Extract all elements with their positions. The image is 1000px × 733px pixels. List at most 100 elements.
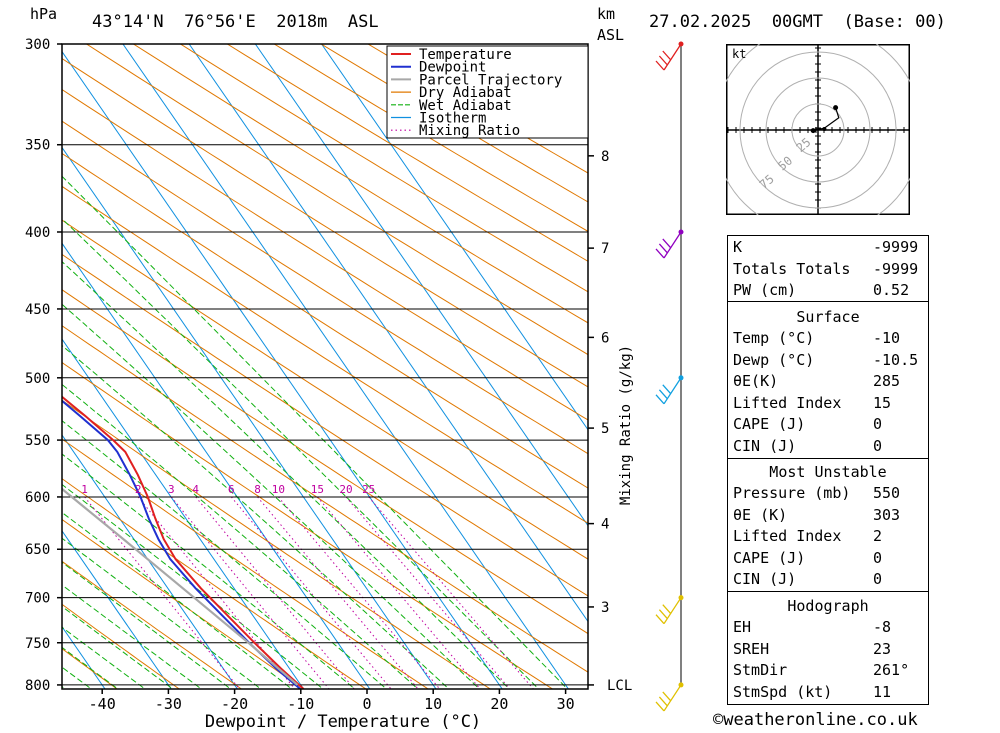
index-label: StmDir: [733, 661, 788, 680]
pressure-label: 400: [25, 225, 50, 241]
isotherm: [62, 625, 106, 689]
legend-entry: Temperature: [419, 47, 512, 63]
wet-adiabat: [62, 383, 419, 689]
copyright-symbol: ©: [713, 710, 724, 730]
mixing-ratio-label: 20: [339, 483, 352, 496]
index-label: θE(K): [733, 372, 779, 391]
most-unstable-title: Most Unstable: [769, 463, 887, 481]
x-axis-title: Dewpoint / Temperature (°C): [205, 712, 481, 732]
mixing-ratio-line: [317, 496, 481, 689]
mixing-ratio-label: 3: [168, 483, 175, 496]
dry-adiabat: [180, 44, 588, 293]
legend-entry: Dewpoint: [419, 60, 486, 76]
height-km-label: 3: [601, 600, 609, 616]
pressure-label: 800: [25, 678, 50, 694]
legend-entry: Isotherm: [419, 111, 486, 127]
pressure-label: 600: [25, 490, 50, 506]
pressure-label: 450: [25, 302, 50, 318]
hodograph-ring: [739, 51, 897, 209]
index-row: EH -8: [728, 617, 928, 639]
dry-adiabat: [62, 219, 588, 560]
dry-adiabat: [62, 399, 491, 689]
plot-frame: [61, 43, 589, 690]
dry-adiabat: [273, 44, 588, 232]
index-label: CIN (J): [733, 570, 797, 589]
legend-entry: Parcel Trajectory: [419, 72, 562, 88]
hodograph-table: Hodograph EH -8 SREH 23 StmDir 261° StmSpd (kt…: [727, 591, 929, 705]
temp-tick-label: -10: [287, 695, 314, 713]
wet-adiabat: [62, 626, 146, 689]
isotherm: [188, 44, 588, 623]
height-km-label: 7: [601, 241, 609, 257]
dry-adiabat: [62, 253, 588, 597]
index-row: θE(K) 285: [728, 371, 928, 393]
wet-adiabat: [62, 175, 569, 689]
mixing-ratio-label: 10: [272, 483, 285, 496]
isotherm: [62, 434, 238, 689]
wet-adiabat: [62, 303, 481, 689]
index-row: PW (cm) 0.52: [728, 280, 928, 302]
index-value: 0: [873, 437, 883, 455]
index-row: StmSpd (kt) 11: [728, 682, 928, 704]
mixing-ratio-line: [345, 496, 511, 689]
pressure-label: 700: [25, 591, 50, 607]
mixing-ratio-label: 4: [192, 483, 199, 496]
wet-adiabat: [62, 453, 356, 689]
temp-tick-label: -20: [221, 695, 248, 713]
legend-entry: Mixing Ratio: [419, 123, 520, 139]
height-km-label: 5: [601, 421, 609, 437]
mixing-ratio-line: [257, 496, 419, 689]
index-row: CIN (J) 0: [728, 436, 928, 458]
index-label: EH: [733, 618, 752, 636]
mixing-ratio-line: [170, 496, 330, 689]
legend-entry: Wet Adiabat: [419, 98, 512, 114]
height-km-label: 6: [601, 330, 609, 346]
pressure-unit-label: hPa: [30, 5, 58, 23]
temp-tick-label: -40: [89, 695, 116, 713]
hodograph-ring: [765, 77, 871, 183]
pressure-label: 500: [25, 371, 50, 387]
wet-adiabat: [0, 44, 19, 693]
indices-table: K -9999 Totals Totals -9999 PW (cm) 0.52: [727, 235, 929, 303]
isotherm: [254, 44, 588, 527]
hodograph-storm-dot: [822, 127, 827, 132]
dry-adiabat: [62, 438, 429, 689]
mixing-ratio-label: 15: [311, 483, 324, 496]
wind-barb: [655, 684, 682, 712]
height-unit-label: km: [597, 5, 616, 23]
index-row: CAPE (J) 0: [728, 548, 928, 570]
index-label: Temp (°C): [733, 329, 815, 347]
hodograph-end-dot: [833, 105, 839, 111]
dry-adiabat: [133, 44, 588, 324]
surface-title: Surface: [796, 308, 860, 326]
dry-adiabat: [62, 603, 180, 689]
isotherm: [62, 242, 371, 689]
index-label: PW (cm): [733, 281, 797, 300]
height-km-label: 4: [601, 517, 609, 533]
mixing-ratio-label: 6: [228, 483, 235, 496]
dry-adiabat: [62, 560, 242, 689]
index-value: 0: [873, 548, 883, 567]
isotherm: [321, 44, 588, 431]
mixing-ratio-label: 8: [254, 483, 261, 496]
temp-tick-label: -30: [155, 695, 182, 713]
index-value: 15: [873, 393, 892, 412]
index-row: CAPE (J) 0: [728, 414, 928, 436]
profile-parcel-trajectory: [62, 487, 299, 686]
index-value: -8: [873, 618, 892, 636]
wet-adiabat: [62, 344, 450, 689]
isotherm: [122, 44, 569, 689]
temp-tick-label: 20: [490, 695, 508, 713]
dry-adiabat: [62, 88, 588, 421]
wet-adiabat: [62, 561, 232, 689]
wet-adiabat: [62, 420, 388, 689]
index-value: -9999: [873, 238, 919, 256]
mixing-ratio-label: 2: [135, 483, 142, 496]
height-unit-label-asl: ASL: [597, 26, 625, 44]
hodograph-title: Hodograph: [787, 597, 869, 615]
index-value: 23: [873, 639, 892, 658]
index-row: Dewp (°C) -10.5: [728, 350, 928, 372]
most-unstable-table: Most Unstable Pressure (mb) 550 θE (K) 303 L…: [727, 458, 929, 593]
wind-barb: [655, 377, 682, 405]
